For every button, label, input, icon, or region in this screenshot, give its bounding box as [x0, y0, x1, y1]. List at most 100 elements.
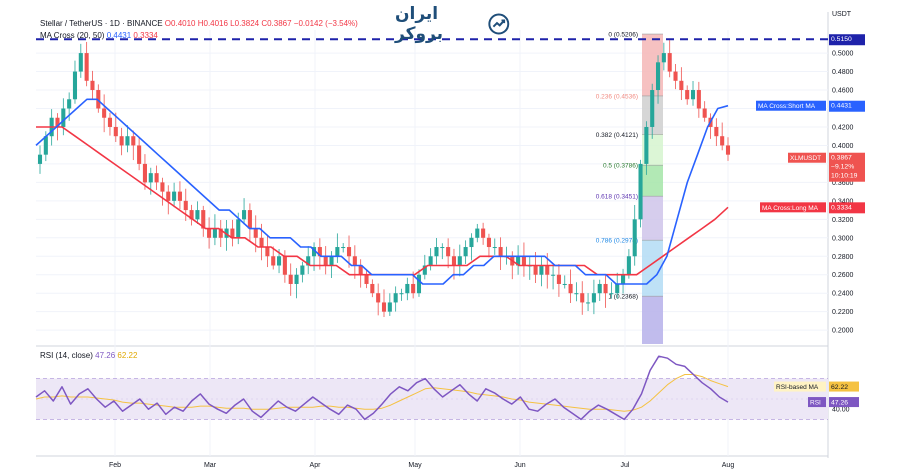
- rsi-ma-tag-bg: [829, 381, 859, 392]
- candle-body: [626, 256, 631, 275]
- candle-body: [90, 80, 95, 91]
- candle-body: [428, 256, 433, 266]
- rsi-indicator-title: RSI (14, close): [40, 351, 93, 360]
- candle-body: [393, 293, 398, 303]
- candle-body: [440, 247, 445, 249]
- candle-body: [189, 210, 194, 220]
- candle-body: [725, 145, 731, 155]
- candle-body: [125, 136, 130, 146]
- candle-body: [685, 90, 690, 100]
- candle-body: [603, 283, 608, 294]
- rsi-name-tag-bg: [808, 397, 826, 408]
- candle-body: [661, 53, 666, 63]
- candle-body: [294, 274, 299, 284]
- candle-body: [580, 293, 585, 303]
- candle-body: [102, 108, 107, 118]
- fib-level-label: 0 (0.5206): [608, 32, 638, 39]
- last-price-tag-bg: [829, 152, 865, 182]
- candle-body: [271, 256, 276, 266]
- candle-body: [177, 191, 182, 201]
- candle-body: [399, 293, 404, 295]
- candle-body: [207, 228, 212, 238]
- trend-line-icon: [488, 13, 510, 35]
- candle-body: [621, 274, 626, 284]
- candle-body: [341, 247, 346, 249]
- candle-body: [265, 247, 270, 257]
- symbol-title: Stellar / TetherUS · 1D · BINANCE: [40, 19, 163, 28]
- ma-long-price-tag-bg: [829, 202, 865, 214]
- candle-body: [516, 256, 521, 266]
- candle-body: [364, 274, 369, 284]
- price-tick-label: 0.4000: [832, 143, 854, 150]
- candle-body: [609, 293, 614, 295]
- candle-body: [84, 53, 89, 81]
- candle-body: [218, 228, 223, 238]
- rsi-ma-line: [35, 374, 729, 412]
- time-tick-label: Feb: [109, 462, 121, 469]
- candle-body: [714, 126, 719, 137]
- symbol-name-tag-bg: [788, 152, 826, 163]
- candle-body: [277, 256, 282, 266]
- fib-level-label: 1 (0.2368): [608, 294, 638, 301]
- candle-body: [67, 99, 72, 109]
- candle-body: [201, 210, 206, 229]
- candle-body: [655, 62, 661, 91]
- candle-body: [72, 71, 78, 100]
- candle-body: [119, 136, 124, 146]
- time-tick-label: Apr: [310, 462, 322, 469]
- candle-body: [492, 247, 497, 249]
- rsi-tag-text: 47.26: [831, 400, 848, 407]
- rsi-ma-name-tag-bg: [774, 381, 826, 392]
- candle-body: [183, 200, 188, 211]
- ma-short-price-tag-bg: [829, 100, 865, 112]
- ma-long-name-tag-text: MA Cross:Long MA: [762, 205, 819, 212]
- candle-body: [335, 247, 340, 257]
- candle-body: [696, 90, 701, 109]
- rsi-header: RSI (14, close) 47.26 62.22: [40, 351, 137, 360]
- candle-body: [358, 265, 363, 275]
- candle-body: [55, 117, 60, 127]
- last-price-tag-text: 10:10:19: [831, 173, 858, 180]
- candle-body: [142, 163, 147, 183]
- fib-level-label: 0.236 (0.4536): [596, 93, 638, 100]
- price-tick-label: 0.2400: [832, 291, 854, 298]
- ma-short-price-tag-text: 0.4431: [831, 103, 852, 110]
- fib-band: [642, 296, 663, 344]
- price-tick-label: 0.4600: [832, 88, 854, 95]
- candle-body: [469, 237, 474, 248]
- candle-body: [212, 228, 217, 238]
- candle-body: [481, 228, 486, 238]
- ohlc-values: O0.4010 H0.4016 L0.3824 C0.3867 −0.0142 …: [164, 19, 358, 28]
- candle-body: [61, 108, 66, 127]
- candle-body: [615, 283, 620, 294]
- candle-body: [370, 283, 375, 294]
- candle-body: [667, 53, 672, 72]
- rsi-tick-label: 40.00: [832, 407, 850, 414]
- candle-body: [282, 256, 287, 275]
- fib-level-label: 0.786 (0.2974): [596, 238, 638, 245]
- ma-long-price-tag-text: 0.3334: [831, 204, 852, 211]
- ma-long-value: 0.3334: [133, 31, 158, 40]
- rsi-name-tag-text: RSI: [810, 400, 821, 407]
- candle-body: [533, 265, 538, 275]
- ma-short-name-tag-text: MA Cross:Short MA: [758, 103, 816, 110]
- candle-body: [300, 265, 305, 275]
- fib-band: [642, 165, 663, 197]
- fib-band: [642, 240, 663, 297]
- price-tick-label: 0.2800: [832, 254, 854, 261]
- rsi-ma-name-tag-text: RSI-based MA: [776, 384, 819, 391]
- time-tick-label: Mar: [204, 462, 217, 469]
- candle-body: [521, 256, 526, 266]
- candle-body: [259, 237, 264, 248]
- candle-body: [498, 247, 503, 257]
- fib-band: [642, 196, 663, 241]
- fib-level-label: 0.618 (0.3451): [596, 194, 638, 201]
- candle-body: [323, 256, 328, 266]
- candle-body: [416, 274, 422, 294]
- last-price-tag-text: 0.3867: [831, 155, 852, 162]
- rsi-tag-bg: [829, 397, 859, 408]
- candle-body: [236, 219, 241, 238]
- candle-body: [551, 274, 556, 276]
- candle-body: [352, 256, 357, 266]
